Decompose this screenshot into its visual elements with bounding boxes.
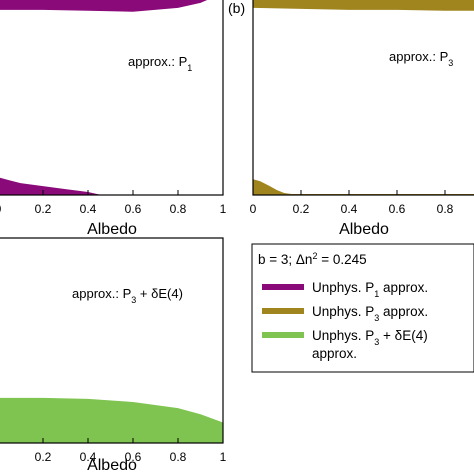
- legend-label-p3-de4-cont: approx.: [312, 346, 357, 361]
- panel-b-tick-label: 0.6: [389, 202, 406, 216]
- panel-a-tick-label: 0.8: [170, 202, 187, 216]
- panel-b-tick-label: 0.8: [437, 202, 454, 216]
- panel-a-xlabel: Albedo: [87, 221, 137, 238]
- panel-b-tick-label: 0.2: [293, 202, 310, 216]
- panel-c-tick-label: 0.6: [125, 450, 142, 464]
- panel-a-region-upper: [0, 0, 208, 12]
- panel-b: 0 0.2 0.4 0.6 0.8 (b) approx.: P3 Albedo: [228, 0, 474, 238]
- panel-b-label: (b): [228, 0, 245, 16]
- panel-c-tick-label: 0.4: [80, 450, 97, 464]
- panel-a-annotation: approx.: P1: [128, 54, 192, 73]
- panel-c-ticks: 0.2 0.4 0.6 0.8 1: [35, 438, 227, 464]
- legend: b = 3; Δn2 = 0.245 Unphys. P1 approx. Un…: [251, 243, 474, 373]
- panel-b-frame: [252, 0, 474, 196]
- panel-b-ticks: 0 0.2 0.4 0.6 0.8: [250, 190, 454, 216]
- legend-label-p3: Unphys. P3 approx.: [312, 304, 428, 323]
- panel-b-region-lower: [253, 179, 474, 195]
- panel-b-tick-label: 0: [250, 202, 257, 216]
- panel-b-xlabel: Albedo: [339, 221, 389, 238]
- panel-c-tick-label: 1: [220, 450, 227, 464]
- panel-a: 0 0.2 0.4 0.6 0.8 1 approx.: P1 Albedo: [0, 0, 227, 238]
- legend-header: b = 3; Δn2 = 0.245: [258, 251, 367, 267]
- panel-a-tick-label: 0.4: [80, 202, 97, 216]
- panel-b-annotation: approx.: P3: [389, 49, 453, 68]
- panel-a-tick-label: 0: [0, 202, 2, 216]
- panel-a-tick-label: 0.6: [125, 202, 142, 216]
- panel-a-tick-label: 0.2: [35, 202, 52, 216]
- panel-b-regions: [253, 0, 474, 195]
- panel-c-annotation: approx.: P3 + δE(4): [72, 286, 183, 305]
- panel-c: 0.2 0.4 0.6 0.8 1 approx.: P3 + δE(4) Albedo: [0, 237, 227, 474]
- panel-a-frame: [0, 0, 224, 196]
- legend-label-p1: Unphys. P1 approx.: [312, 280, 428, 299]
- panel-c-tick-label: 0.2: [35, 450, 52, 464]
- panel-a-tick-label: 1: [220, 202, 227, 216]
- panel-b-tick-label: 0.4: [341, 202, 358, 216]
- panel-c-regions: [0, 397, 223, 443]
- panel-a-ticks: 0 0.2 0.4 0.6 0.8 1: [0, 190, 227, 216]
- panel-b-region-upper: [253, 0, 474, 11]
- panel-a-region-lower: [0, 177, 102, 195]
- panel-c-frame: [0, 237, 224, 444]
- legend-label-p3-de4: Unphys. P3 + δE(4): [312, 328, 428, 347]
- panel-c-xlabel: Albedo: [87, 457, 137, 474]
- panel-c-region-lower: [0, 397, 223, 443]
- panel-a-regions: [0, 0, 208, 195]
- panel-c-tick-label: 0.8: [170, 450, 187, 464]
